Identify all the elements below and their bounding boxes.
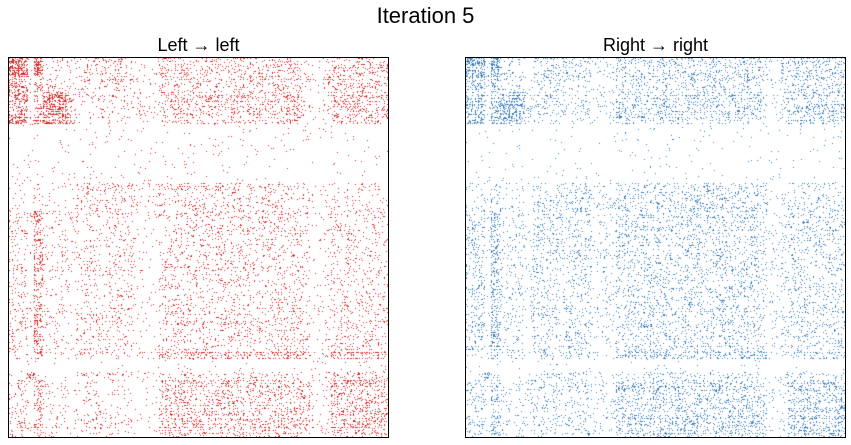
right-heatmap-canvas bbox=[466, 58, 845, 437]
left-heatmap-canvas bbox=[9, 58, 388, 437]
right-panel-title: Right → right bbox=[602, 35, 709, 55]
figure-title: Iteration 5 bbox=[376, 3, 475, 28]
right-adjacency-heatmap bbox=[465, 57, 846, 438]
left-panel-title: Left → left bbox=[157, 35, 240, 55]
left-adjacency-heatmap bbox=[8, 57, 389, 438]
